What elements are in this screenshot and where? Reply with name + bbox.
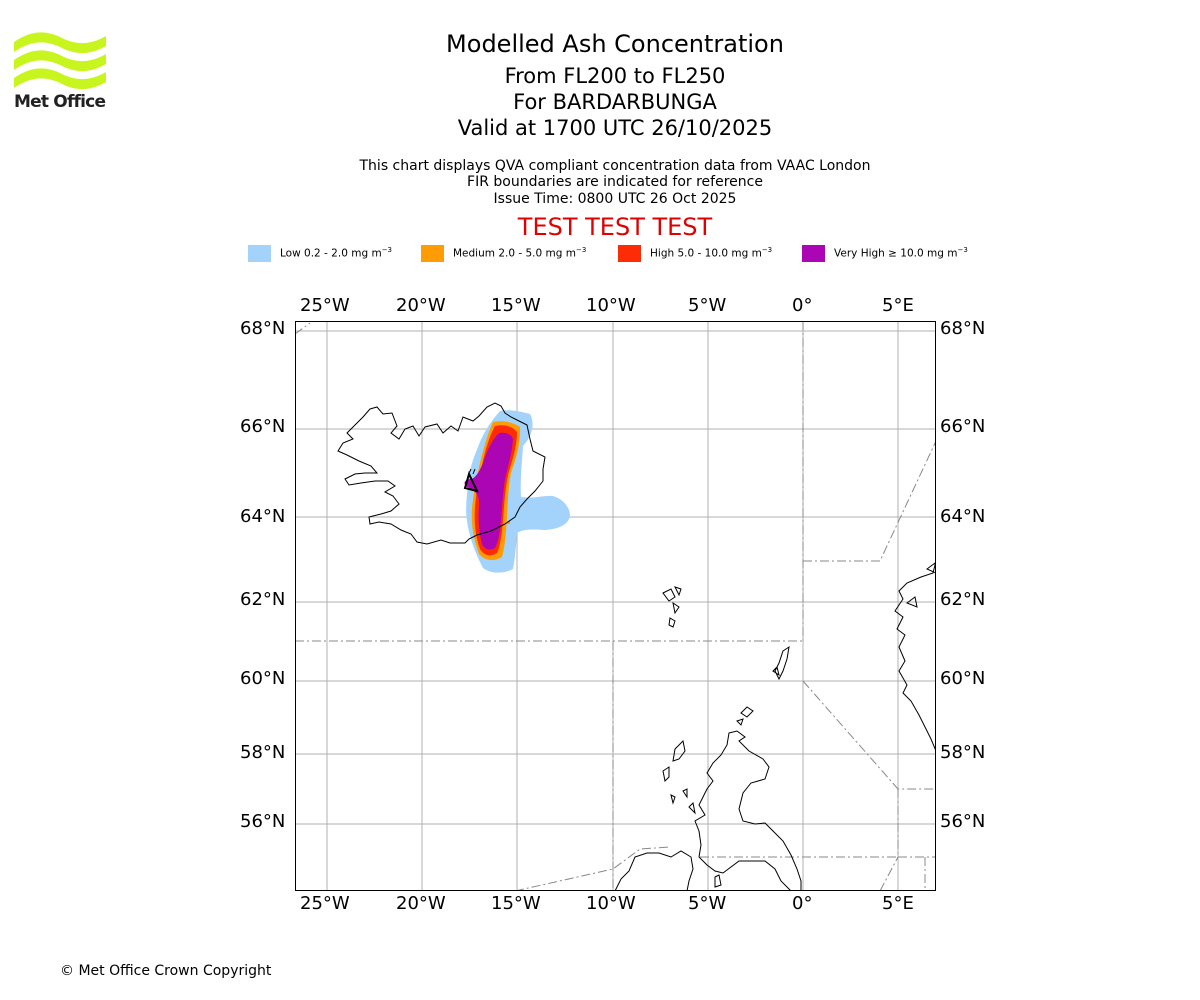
ash-very-high-area xyxy=(464,432,513,550)
legend-swatch-low xyxy=(248,245,271,262)
lon-label-bottom: 10°W xyxy=(586,893,636,914)
lon-label-top: 25°W xyxy=(300,295,350,316)
logo-text: Met Office xyxy=(14,92,106,112)
lat-label-right: 64°N xyxy=(940,506,986,527)
legend-label-high: High 5.0 - 10.0 mg m xyxy=(650,247,762,260)
lat-label-right: 58°N xyxy=(940,742,986,763)
shetland-islands xyxy=(772,645,790,681)
legend-swatch-very-high xyxy=(802,245,825,262)
lon-label-bottom: 15°W xyxy=(491,893,541,914)
lat-label-left: 58°N xyxy=(240,742,286,763)
legend: Low 0.2 - 2.0 mg m−3 Medium 2.0 - 5.0 mg… xyxy=(0,244,1200,264)
orkney-islands xyxy=(736,706,754,726)
lon-label-top: 0° xyxy=(792,295,813,316)
lon-label-top: 5°W xyxy=(688,295,727,316)
ash-concentration-map xyxy=(295,321,936,891)
ash-small-patch xyxy=(507,521,510,524)
lon-label-top: 10°W xyxy=(586,295,636,316)
ireland-coastline xyxy=(614,850,694,891)
volcano-name: For BARDARBUNGA xyxy=(513,90,717,114)
isle-of-man xyxy=(714,874,722,888)
lon-label-top: 15°W xyxy=(491,295,541,316)
legend-label-medium: Medium 2.0 - 5.0 mg m xyxy=(453,247,576,260)
faroe-islands xyxy=(662,586,682,628)
lat-label-left: 66°N xyxy=(240,416,286,437)
norway-coastline xyxy=(894,560,936,752)
fir-note: FIR boundaries are indicated for referen… xyxy=(467,174,763,190)
lat-label-right: 62°N xyxy=(940,589,986,610)
lon-label-bottom: 20°W xyxy=(396,893,446,914)
legend-unit-exponent: −3 xyxy=(761,246,773,254)
volcano-triangle xyxy=(463,471,479,493)
legend-label-low: Low 0.2 - 2.0 mg m xyxy=(280,247,382,260)
legend-swatch-high xyxy=(618,245,641,262)
lat-label-right: 56°N xyxy=(940,811,986,832)
iceland-coastline xyxy=(337,402,546,545)
lon-label-top: 20°W xyxy=(396,295,446,316)
lon-label-bottom: 5°W xyxy=(688,893,727,914)
lon-label-bottom: 5°E xyxy=(882,893,914,914)
coastlines xyxy=(337,402,936,891)
legend-label-very-high: Very High ≥ 10.0 mg m xyxy=(834,247,958,260)
lat-label-left: 64°N xyxy=(240,506,286,527)
lat-label-right: 60°N xyxy=(940,668,986,689)
lon-label-top: 5°E xyxy=(882,295,914,316)
lon-label-bottom: 0° xyxy=(792,893,813,914)
met-office-logo-icon xyxy=(14,32,106,90)
copyright: © Met Office Crown Copyright xyxy=(60,963,272,979)
hebrides xyxy=(662,739,696,815)
flight-level-range: From FL200 to FL250 xyxy=(504,64,726,88)
legend-swatch-medium xyxy=(421,245,444,262)
legend-unit-exponent: −3 xyxy=(957,246,968,254)
graticule xyxy=(295,321,936,891)
scotland-coastline xyxy=(694,730,802,891)
norway-islands xyxy=(905,562,936,608)
lat-label-left: 60°N xyxy=(240,668,286,689)
test-banner: TEST TEST TEST xyxy=(517,213,713,241)
chart-title: Modelled Ash Concentration xyxy=(446,30,784,58)
description-line: This chart displays QVA compliant concen… xyxy=(359,158,871,174)
lat-label-right: 66°N xyxy=(940,416,986,437)
valid-time: Valid at 1700 UTC 26/10/2025 xyxy=(457,116,773,140)
lat-label-left: 62°N xyxy=(240,589,286,610)
legend-unit-exponent: −3 xyxy=(381,246,393,254)
map-frame xyxy=(295,321,936,891)
lat-label-left: 68°N xyxy=(240,318,286,339)
lon-label-bottom: 25°W xyxy=(300,893,350,914)
lat-label-left: 56°N xyxy=(240,811,286,832)
legend-unit-exponent: −3 xyxy=(575,246,587,254)
lat-label-right: 68°N xyxy=(940,318,986,339)
issue-time: Issue Time: 0800 UTC 26 Oct 2025 xyxy=(493,191,737,207)
fir-boundaries xyxy=(295,321,936,891)
